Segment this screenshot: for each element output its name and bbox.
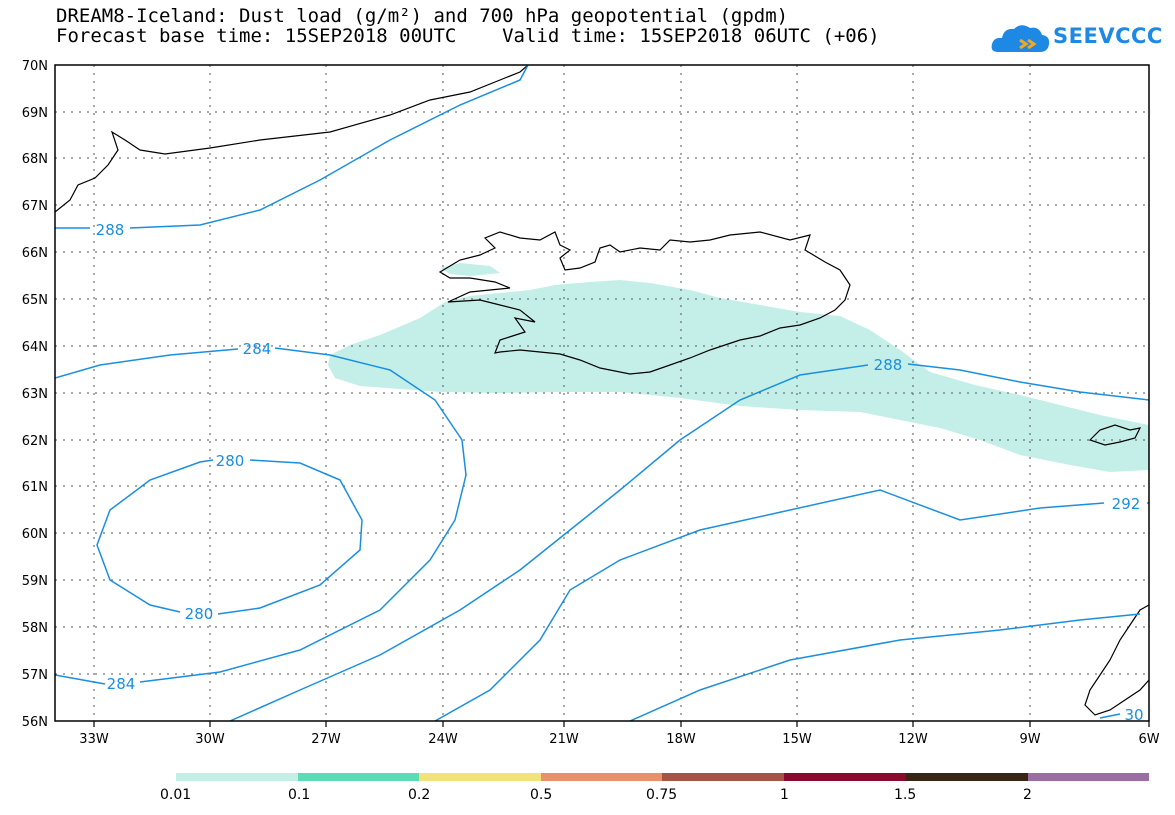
lon-label: 12W [898, 732, 928, 747]
lon-label: 30W [195, 732, 225, 747]
lat-label: 62N [22, 434, 48, 449]
legend-colorbar [176, 773, 1149, 781]
lon-label: 24W [428, 732, 458, 747]
contour-label: 280 [216, 452, 245, 470]
contour-label: 30 [1124, 706, 1143, 724]
cloud-logo-icon [991, 25, 1050, 52]
lat-label: 65N [22, 293, 48, 308]
legend-label: 2 [1023, 787, 1032, 803]
legend-label: 1 [780, 787, 789, 803]
lon-label: 18W [666, 732, 696, 747]
legend-swatch [906, 773, 1028, 781]
lat-label: 59N [22, 574, 48, 589]
legend-label: 0.75 [646, 787, 678, 803]
legend-swatch [784, 773, 906, 781]
contour-label: 288 [874, 356, 903, 374]
logo-text: SEEVCCC [1053, 24, 1163, 48]
legend-swatch [176, 773, 298, 781]
lon-label: 21W [549, 732, 579, 747]
lat-label: 64N [22, 340, 48, 355]
lon-label: 9W [1019, 732, 1040, 747]
contour-label: 292 [1112, 495, 1141, 513]
lat-label: 63N [22, 387, 48, 402]
map-subtitle: Forecast base time: 15SEP2018 00UTC Vali… [56, 25, 880, 47]
legend-swatch [419, 773, 541, 781]
lat-label: 57N [22, 668, 48, 683]
legend-swatch [662, 773, 784, 781]
legend-swatch [541, 773, 662, 781]
lat-label: 68N [22, 152, 48, 167]
lat-label: 70N [22, 59, 48, 74]
legend-label: 0.2 [408, 787, 431, 803]
contour-label: 288 [96, 221, 125, 239]
lat-label: 69N [22, 106, 48, 121]
map-title: DREAM8-Iceland: Dust load (g/m²) and 700… [56, 5, 789, 27]
lon-label: 6W [1138, 732, 1159, 747]
legend-label: 0.5 [530, 787, 553, 803]
lat-label: 58N [22, 621, 48, 636]
lon-label: 27W [311, 732, 341, 747]
legend-label: 0.1 [288, 787, 311, 803]
lon-label: 15W [782, 732, 812, 747]
dust-area [328, 280, 1149, 472]
coastline [55, 65, 1149, 716]
lat-label: 60N [22, 527, 48, 542]
contour-label: 284 [107, 675, 136, 693]
legend-swatch [298, 773, 419, 781]
lat-label: 66N [22, 246, 48, 261]
legend-swatch [1028, 773, 1149, 781]
lat-label: 67N [22, 199, 48, 214]
legend-label: 1.5 [894, 787, 917, 803]
contour-label: 284 [243, 340, 272, 358]
contour-label: 280 [185, 605, 214, 623]
lat-label: 61N [22, 480, 48, 495]
lon-label: 33W [79, 732, 109, 747]
lat-label: 56N [22, 715, 48, 730]
legend-label: 0.01 [160, 787, 192, 803]
